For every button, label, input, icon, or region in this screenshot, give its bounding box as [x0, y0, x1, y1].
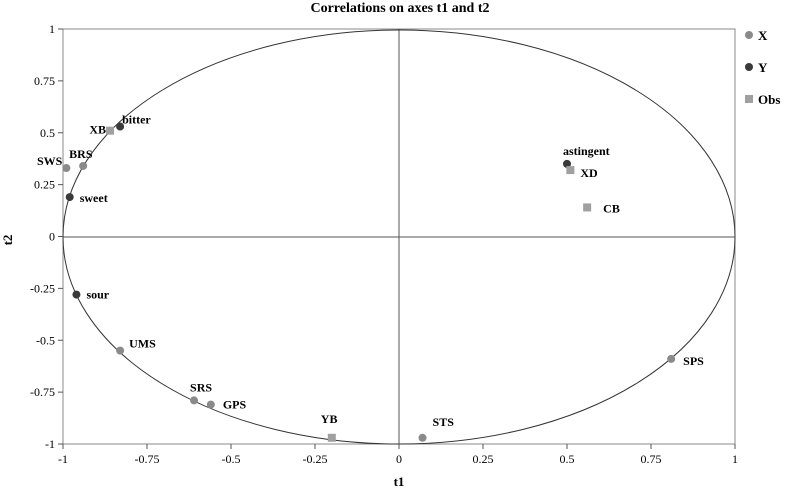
point-label: CB	[603, 201, 620, 215]
obs-point-marker	[566, 166, 575, 175]
y-variable-point-marker	[116, 122, 125, 131]
legend: X Y Obs	[745, 28, 780, 107]
x-variable-point-marker	[79, 161, 88, 170]
legend-marker	[745, 31, 753, 39]
y-tick-label: -1	[45, 437, 55, 451]
legend-label: X	[758, 28, 768, 43]
x-tick-label: -0.25	[303, 452, 328, 466]
x-tick-label: 0	[396, 452, 402, 466]
y-variable-point-marker	[65, 193, 74, 202]
axes	[62, 28, 736, 445]
x-variable-point-marker	[190, 396, 199, 405]
x-variable-point-marker	[206, 400, 215, 409]
x-variable-point-marker	[418, 433, 427, 442]
obs-point-marker	[327, 433, 336, 442]
obs-point-marker	[106, 126, 115, 135]
legend-marker	[745, 95, 753, 103]
x-variable-point-marker	[116, 346, 125, 355]
y-tick-label: -0.25	[30, 281, 55, 295]
legend-label: Y	[758, 60, 768, 75]
x-ticks: -1 -0.75 -0.5 -0.25 0 0.25 0.5 0.75 1	[58, 444, 738, 466]
point-label: XB	[89, 123, 106, 137]
y-tick-label: 0.5	[40, 126, 55, 140]
y-axis-label: t2	[0, 235, 15, 246]
point-label: sour	[86, 288, 109, 302]
x-tick-label: -1	[58, 452, 68, 466]
y-tick-label: 0	[49, 230, 55, 244]
point-label: XD	[580, 166, 598, 180]
point-label: SRS	[190, 380, 212, 394]
data-points: BRS SWS UMS SRS GPS STS SPS bitter sweet sour asti…	[37, 113, 704, 442]
x-tick-label: 0.25	[473, 452, 494, 466]
point-label: sweet	[80, 191, 108, 205]
y-ticks: 1 0.75 0.5 0.25 0 -0.25 -0.5 -0.75 -1	[30, 22, 63, 451]
y-variable-point-marker	[563, 159, 571, 168]
point-label: bitter	[122, 113, 151, 127]
legend-label: Obs	[758, 92, 780, 107]
legend-marker	[745, 63, 753, 71]
point-label: GPS	[223, 398, 247, 412]
point-label: SWS	[37, 154, 63, 168]
x-tick-label: 1	[732, 452, 738, 466]
x-axis-label: t1	[394, 474, 405, 489]
y-tick-label: -0.5	[36, 333, 55, 347]
x-tick-label: 0.75	[641, 452, 662, 466]
point-label: SPS	[683, 354, 704, 368]
x-tick-label: 0.5	[560, 452, 575, 466]
y-tick-label: 1	[49, 22, 55, 36]
x-variable-point-marker	[62, 164, 71, 173]
y-tick-label: -0.75	[30, 385, 55, 399]
y-tick-label: 0.75	[34, 74, 55, 88]
point-label: astingent	[563, 144, 610, 158]
x-tick-label: -0.75	[135, 452, 160, 466]
y-tick-label: 0.25	[34, 178, 55, 192]
obs-point-marker	[583, 203, 592, 212]
x-variable-point-marker	[667, 354, 676, 363]
point-label: STS	[433, 415, 455, 429]
y-variable-point-marker	[72, 290, 81, 299]
x-tick-label: -0.5	[222, 452, 241, 466]
point-label: UMS	[129, 337, 156, 351]
point-label: BRS	[69, 147, 93, 161]
point-label: YB	[321, 412, 338, 426]
chart-title: Correlations on axes t1 and t2	[310, 1, 489, 16]
